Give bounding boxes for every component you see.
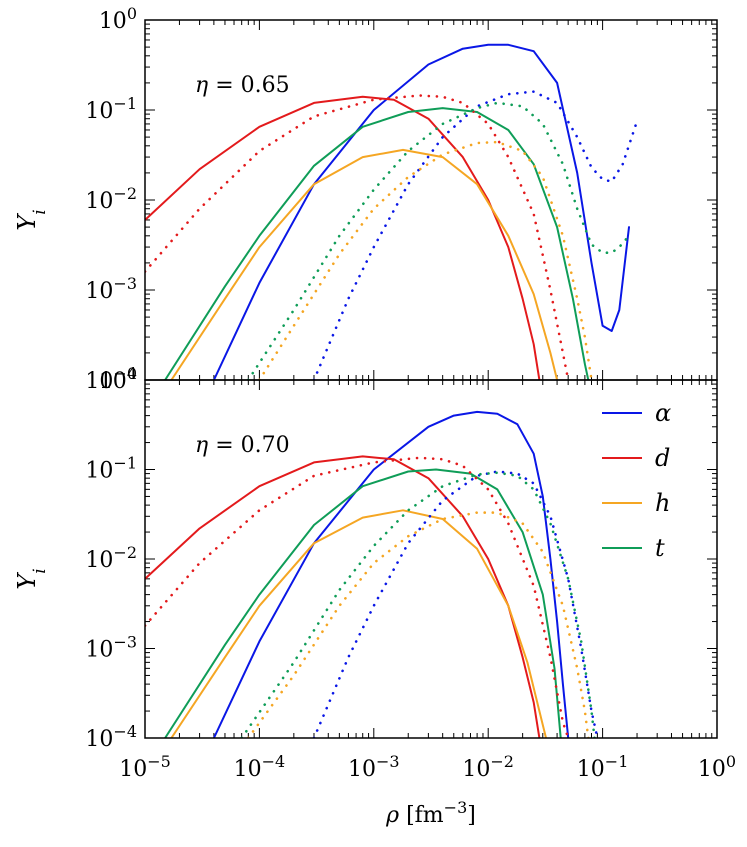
axis-ticks bbox=[144, 19, 718, 381]
y-axis-label: Yi bbox=[13, 568, 50, 589]
legend-label-t: t bbox=[655, 534, 665, 562]
x-tick-label: 10−1 bbox=[577, 752, 629, 783]
x-tick-label: 10−5 bbox=[119, 752, 171, 783]
y-axis-label: Yi bbox=[13, 209, 50, 230]
y-tick-label: 100 bbox=[99, 4, 137, 35]
series-line-h-solid bbox=[170, 509, 547, 738]
legend-label-d: d bbox=[655, 444, 670, 472]
plot-frame bbox=[144, 379, 718, 739]
panel-annotation: η = 0.65 bbox=[195, 73, 290, 98]
series-line-t-dotted bbox=[240, 471, 596, 738]
y-tick-label: 10−1 bbox=[85, 94, 137, 125]
y-tick-label: 10−2 bbox=[85, 184, 137, 215]
series-line-d-dotted bbox=[145, 94, 570, 380]
series-line-h-dotted bbox=[247, 511, 590, 738]
legend-label-α: α bbox=[655, 399, 671, 427]
series-line-t-solid bbox=[164, 107, 590, 380]
series-line-α-dotted bbox=[312, 90, 639, 380]
y-tick-label: 10−3 bbox=[85, 274, 137, 305]
series-group bbox=[145, 43, 639, 380]
panel-1: η = 0.65 Yi bbox=[13, 19, 718, 381]
panel-annotation: η = 0.70 bbox=[195, 433, 290, 458]
series-line-t-solid bbox=[164, 468, 562, 738]
x-axis-label: ρ [fm−3] bbox=[385, 798, 476, 829]
series-line-h-solid bbox=[170, 148, 559, 380]
x-tick-label: 10−2 bbox=[462, 752, 514, 783]
series-group bbox=[145, 410, 599, 738]
y-tick-label: 10−3 bbox=[85, 632, 137, 663]
x-tick-label: 10−3 bbox=[348, 752, 400, 783]
y-tick-label: 10−2 bbox=[85, 543, 137, 574]
legend-label-h: h bbox=[655, 489, 670, 517]
y-tick-label: 10−1 bbox=[85, 453, 137, 484]
series-line-h-dotted bbox=[258, 140, 593, 380]
x-tick-label: 10−4 bbox=[234, 752, 286, 783]
panel-2: η = 0.70 Yi bbox=[13, 379, 718, 739]
series-line-α-dotted bbox=[312, 470, 599, 738]
series-line-α-solid bbox=[212, 43, 630, 380]
series-line-t-dotted bbox=[247, 101, 631, 380]
y-tick-label: 10−4 bbox=[85, 722, 137, 753]
x-tick-label: 100 bbox=[698, 752, 736, 783]
series-line-d-solid bbox=[145, 95, 541, 380]
y-tick-label: 10−4 bbox=[85, 364, 137, 395]
y-tick-label: 100 bbox=[99, 364, 137, 395]
series-line-α-solid bbox=[212, 410, 570, 738]
series-line-d-solid bbox=[145, 455, 541, 738]
